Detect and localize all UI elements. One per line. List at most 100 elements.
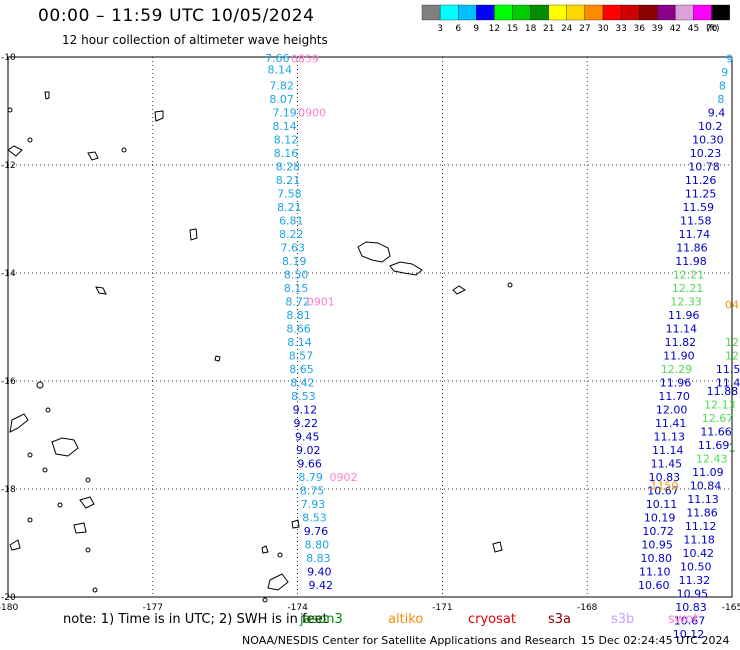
legend-unit: (ft) (706, 24, 720, 34)
wave-height-value: 9.76 (304, 525, 329, 538)
lat-tick-label: -10 (1, 53, 16, 63)
legend-swatch (439, 4, 459, 21)
wave-height-value: 9 (721, 66, 728, 79)
wave-height-value: 10.2 (698, 120, 723, 133)
legend-swatch (639, 4, 658, 21)
wave-height-value: 10.11 (646, 498, 678, 511)
lon-tick-label: -165 (722, 603, 740, 613)
wave-height-value: 8.15 (284, 282, 309, 295)
legend-label: 42 (670, 24, 681, 34)
legend-swatch (512, 4, 531, 21)
footer-note: note: 1) Time is in UTC; 2) SWH is in fe… (63, 612, 328, 627)
wave-height-value: 11.41 (655, 417, 687, 430)
wave-height-value: 11.26 (685, 174, 717, 187)
wave-height-value: 8.42 (290, 377, 315, 390)
wave-height-value: 9.45 (295, 431, 320, 444)
wave-height-value: 10.80 (640, 552, 672, 565)
wave-height-value: 10.95 (677, 587, 709, 600)
wave-height-value: 8.75 (300, 485, 325, 498)
wave-height-value: 10.78 (688, 161, 720, 174)
map-frame (7, 56, 733, 598)
wave-height-value: 8.53 (291, 390, 316, 403)
island-tonga-2 (291, 519, 300, 529)
wave-height-value: 11.58 (680, 215, 712, 228)
wave-height-value: 11.86 (686, 506, 718, 519)
legend-swatch (566, 4, 586, 21)
lat-tick-label: -14 (1, 269, 16, 279)
lat-tick-label: -18 (1, 485, 16, 495)
wave-height-value: 10.95 (641, 539, 673, 552)
wave-height-value: 11.98 (675, 255, 707, 268)
pass-time-label: 0900 (298, 107, 326, 120)
legend-swatch (657, 4, 676, 21)
legend-swatch (530, 4, 549, 21)
island-fiji-3 (79, 496, 95, 509)
satellite-label-s3b: s3b (611, 612, 635, 627)
island-d (95, 286, 107, 295)
wave-height-value: 12.67 (702, 412, 734, 425)
wave-height-value: 11.90 (663, 350, 695, 363)
legend-label: 45 (688, 24, 699, 34)
satellite-label-altiko: altiko (388, 612, 424, 627)
wave-height-value: 9.40 (307, 566, 332, 579)
wave-height-value: 10.67 (674, 614, 706, 627)
wave-height-value: 11.14 (652, 444, 684, 457)
wave-height-value: 11.66 (700, 425, 732, 438)
wave-height-value: 12.21 (672, 282, 704, 295)
lon-tick-label: -180 (0, 603, 18, 613)
wave-height-value: 1150 (650, 479, 678, 492)
wave-height-value: 8.21 (276, 174, 301, 187)
legend-swatch (711, 4, 730, 21)
wave-height-value: 8.50 (284, 269, 309, 282)
legend-label: 21 (543, 24, 554, 34)
lat-tick-label: -20 (1, 593, 16, 603)
lat-tick-label: -16 (1, 377, 16, 387)
wave-height-value: 7.66 (265, 52, 290, 65)
wave-height-value: 12.33 (670, 296, 702, 309)
wave-height-value: 10.23 (690, 147, 722, 160)
wave-height-value: 8 (717, 93, 724, 106)
wave-height-value: 8.21 (277, 201, 302, 214)
wave-height-value: 10.42 (682, 547, 714, 560)
wave-height-value: 10.60 (638, 579, 670, 592)
satellite-legend: jason3 altiko cryosat s3a s3b swot (0, 610, 740, 632)
wave-height-value: 12.21 (673, 269, 705, 282)
wave-height-value: 9.66 (297, 458, 322, 471)
wave-height-value: 10.83 (649, 471, 681, 484)
wave-height-value: 12.43 (696, 452, 728, 465)
wave-height-value: 12.29 (661, 363, 693, 376)
satellite-label-cryosat: cryosat (468, 612, 516, 627)
island-b (87, 151, 99, 161)
wave-height-value: 10.67 (647, 485, 679, 498)
wave-height-value: 9.12 (293, 404, 318, 417)
wave-height-value: 8.19 (282, 255, 307, 268)
legend-label: 18 (525, 24, 537, 34)
pass-time-label: 0902 (329, 471, 357, 484)
pass-time-label: 0901 (307, 296, 335, 309)
credit-line: NOAA/NESDIS Center for Satellite Applica… (242, 634, 576, 647)
legend-swatch (675, 4, 694, 21)
wave-height-value: 8.14 (287, 336, 312, 349)
island-fiji-5 (73, 522, 87, 534)
wave-height-value: 11.18 (683, 533, 715, 546)
wave-height-value: 10.12 (673, 628, 705, 641)
wave-height-value: 10.84 (690, 479, 722, 492)
island-outlines (7, 91, 513, 603)
island-nw (154, 110, 164, 122)
satellite-label-jason3: jason3 (300, 612, 343, 627)
legend-label: 15 (507, 24, 518, 34)
satellite-label-s3a: s3a (548, 612, 572, 627)
wave-height-value: 10.72 (642, 525, 674, 538)
legend-swatch (421, 4, 441, 21)
legend-label: 6 (455, 24, 461, 34)
wave-height-value: 8.65 (289, 363, 314, 376)
wave-height-value: 8.16 (274, 147, 299, 160)
wave-height-value: 8.57 (289, 350, 314, 363)
legend-label: 24 (561, 24, 573, 34)
legend-label: 70 (706, 24, 718, 34)
generation-timestamp: 15 Dec 02:24:45 UTC 2024 (581, 634, 730, 647)
wave-height-value: 11.69 (698, 439, 730, 452)
wave-height-value: 8.83 (306, 552, 331, 565)
island-wallis (189, 228, 198, 241)
wave-height-value: 10.83 (675, 601, 707, 614)
